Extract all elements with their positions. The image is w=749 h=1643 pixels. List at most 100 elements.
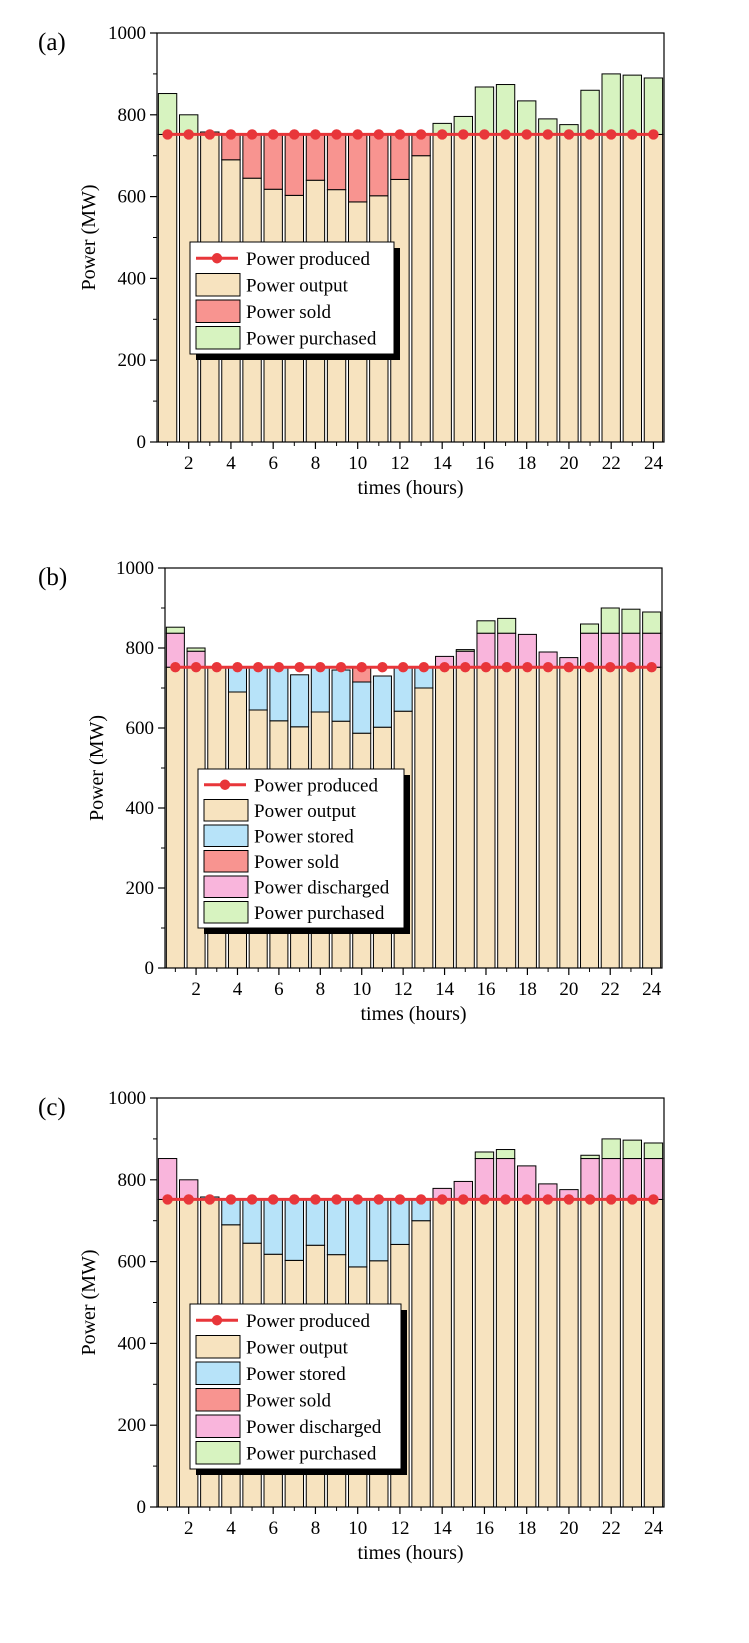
bar-output-22 (600, 666, 620, 969)
x-tick-label: 2 (184, 1518, 194, 1539)
bar-stored-11 (372, 675, 392, 728)
y-tick-label: 800 (118, 105, 147, 126)
produced-point-18 (522, 662, 533, 673)
y-tick-label: 1000 (108, 1088, 146, 1109)
bar-purchased-23 (621, 608, 641, 634)
produced-point-1 (162, 129, 173, 140)
legend-label-stored: Power stored (246, 1364, 346, 1385)
x-tick-label: 6 (274, 979, 284, 1000)
legend-swatch-stored (195, 1361, 241, 1385)
bar-output-19 (538, 1198, 558, 1508)
produced-point-8 (310, 1194, 321, 1205)
legend-label-output: Power output (254, 801, 357, 822)
bar-stored-6 (263, 1198, 283, 1255)
bar-output-20 (559, 133, 579, 443)
bar-stored-5 (242, 1198, 262, 1244)
bar-purchased-23 (622, 1139, 642, 1160)
y-tick-label: 200 (118, 350, 147, 371)
panel-label-b: (b) (38, 564, 67, 591)
bar-stored-6 (269, 666, 289, 722)
bar-output-17 (495, 133, 516, 443)
bar-output-13 (411, 1220, 431, 1508)
y-tick-label: 600 (118, 1252, 147, 1273)
legend-label-purchased: Power purchased (246, 1443, 377, 1464)
chart-panel-b: 0 200 400 600 800 1000 2 4 6 8 10 12 14 16 18 20 22 24 tim… (0, 536, 749, 1076)
x-tick-label: 2 (184, 453, 194, 474)
bar-stored-12 (393, 666, 413, 712)
produced-point-21 (584, 1194, 596, 1205)
bar-output-21 (580, 133, 600, 443)
bar-output-17 (495, 1198, 516, 1508)
bar-output-24 (643, 1198, 664, 1508)
produced-point-21 (584, 129, 596, 140)
legend-swatch-output (195, 273, 241, 297)
legend-label-sold: Power sold (246, 302, 331, 323)
x-tick-label: 8 (311, 453, 321, 474)
x-tick-label: 8 (316, 979, 326, 1000)
bar-stored-7 (290, 674, 310, 728)
produced-point-24 (648, 129, 659, 140)
x-tick-label: 14 (433, 1518, 453, 1539)
x-tick-label: 18 (517, 1518, 536, 1539)
bar-sold-6 (263, 133, 283, 190)
legend-label-discharged: Power discharged (246, 1417, 382, 1438)
legend-swatch-discharged (203, 875, 249, 898)
bar-stored-10 (348, 1198, 368, 1268)
bar-output-24 (642, 666, 662, 969)
y-tick-label: 400 (126, 798, 155, 819)
legend-a: Power produced Power output Power sold Powe… (189, 241, 400, 360)
x-tick-label: 24 (642, 979, 662, 1000)
produced-point-18 (521, 129, 532, 140)
x-tick-label: 16 (476, 979, 495, 1000)
y-tick-label: 200 (126, 878, 155, 899)
produced-point-5 (246, 1194, 258, 1205)
bar-sold-9 (326, 133, 347, 191)
bar-stored-7 (284, 1198, 304, 1261)
produced-point-8 (315, 662, 326, 673)
x-tick-label: 22 (602, 1518, 621, 1539)
y-tick-label: 400 (118, 1333, 147, 1354)
produced-point-9 (335, 662, 347, 673)
legend-swatch-sold (195, 1388, 241, 1412)
produced-point-10 (352, 129, 363, 140)
x-tick-label: 6 (268, 453, 278, 474)
bar-output-16 (474, 133, 495, 443)
produced-point-4 (225, 1194, 237, 1205)
y-tick-label: 0 (145, 958, 155, 979)
produced-point-23 (625, 662, 637, 673)
y-tick-label: 400 (118, 268, 147, 289)
produced-point-2 (190, 662, 202, 673)
bar-output-18 (517, 133, 537, 443)
produced-point-12 (397, 662, 409, 673)
x-tick-label: 14 (435, 979, 455, 1000)
x-tick-label: 12 (390, 453, 409, 474)
produced-point-7 (289, 1194, 300, 1205)
produced-point-17 (500, 1194, 511, 1205)
produced-point-2 (183, 129, 194, 140)
produced-point-19 (542, 662, 554, 673)
bar-sold-5 (242, 133, 262, 179)
y-axis-title-a: Power (MW) (78, 184, 100, 290)
produced-point-23 (627, 129, 638, 140)
y-tick-label: 600 (126, 718, 155, 739)
produced-point-20 (563, 662, 575, 673)
bar-sold-8 (305, 133, 326, 181)
bar-purchased-24 (643, 1142, 664, 1160)
x-tick-label: 10 (348, 1518, 367, 1539)
produced-point-4 (225, 129, 237, 140)
chart-panel-c: 0 200 400 600 800 1000 2 4 6 8 10 12 14 16 18 20 22 24 tim… (0, 1072, 749, 1612)
x-axis-title-a: times (hours) (357, 477, 463, 499)
x-tick-label: 6 (268, 1518, 278, 1539)
y-tick-label: 200 (118, 1415, 147, 1436)
x-tick-label: 4 (226, 1518, 236, 1539)
x-tick-label: 16 (475, 453, 494, 474)
bar-discharged-21 (580, 1158, 600, 1200)
bar-output-14 (432, 133, 452, 443)
bar-output-23 (622, 1198, 642, 1508)
x-tick-label: 14 (433, 453, 453, 474)
bar-stored-11 (369, 1198, 389, 1262)
legend-label-stored: Power stored (254, 826, 354, 847)
produced-point-3 (211, 662, 222, 673)
bar-discharged-17 (495, 1158, 516, 1200)
